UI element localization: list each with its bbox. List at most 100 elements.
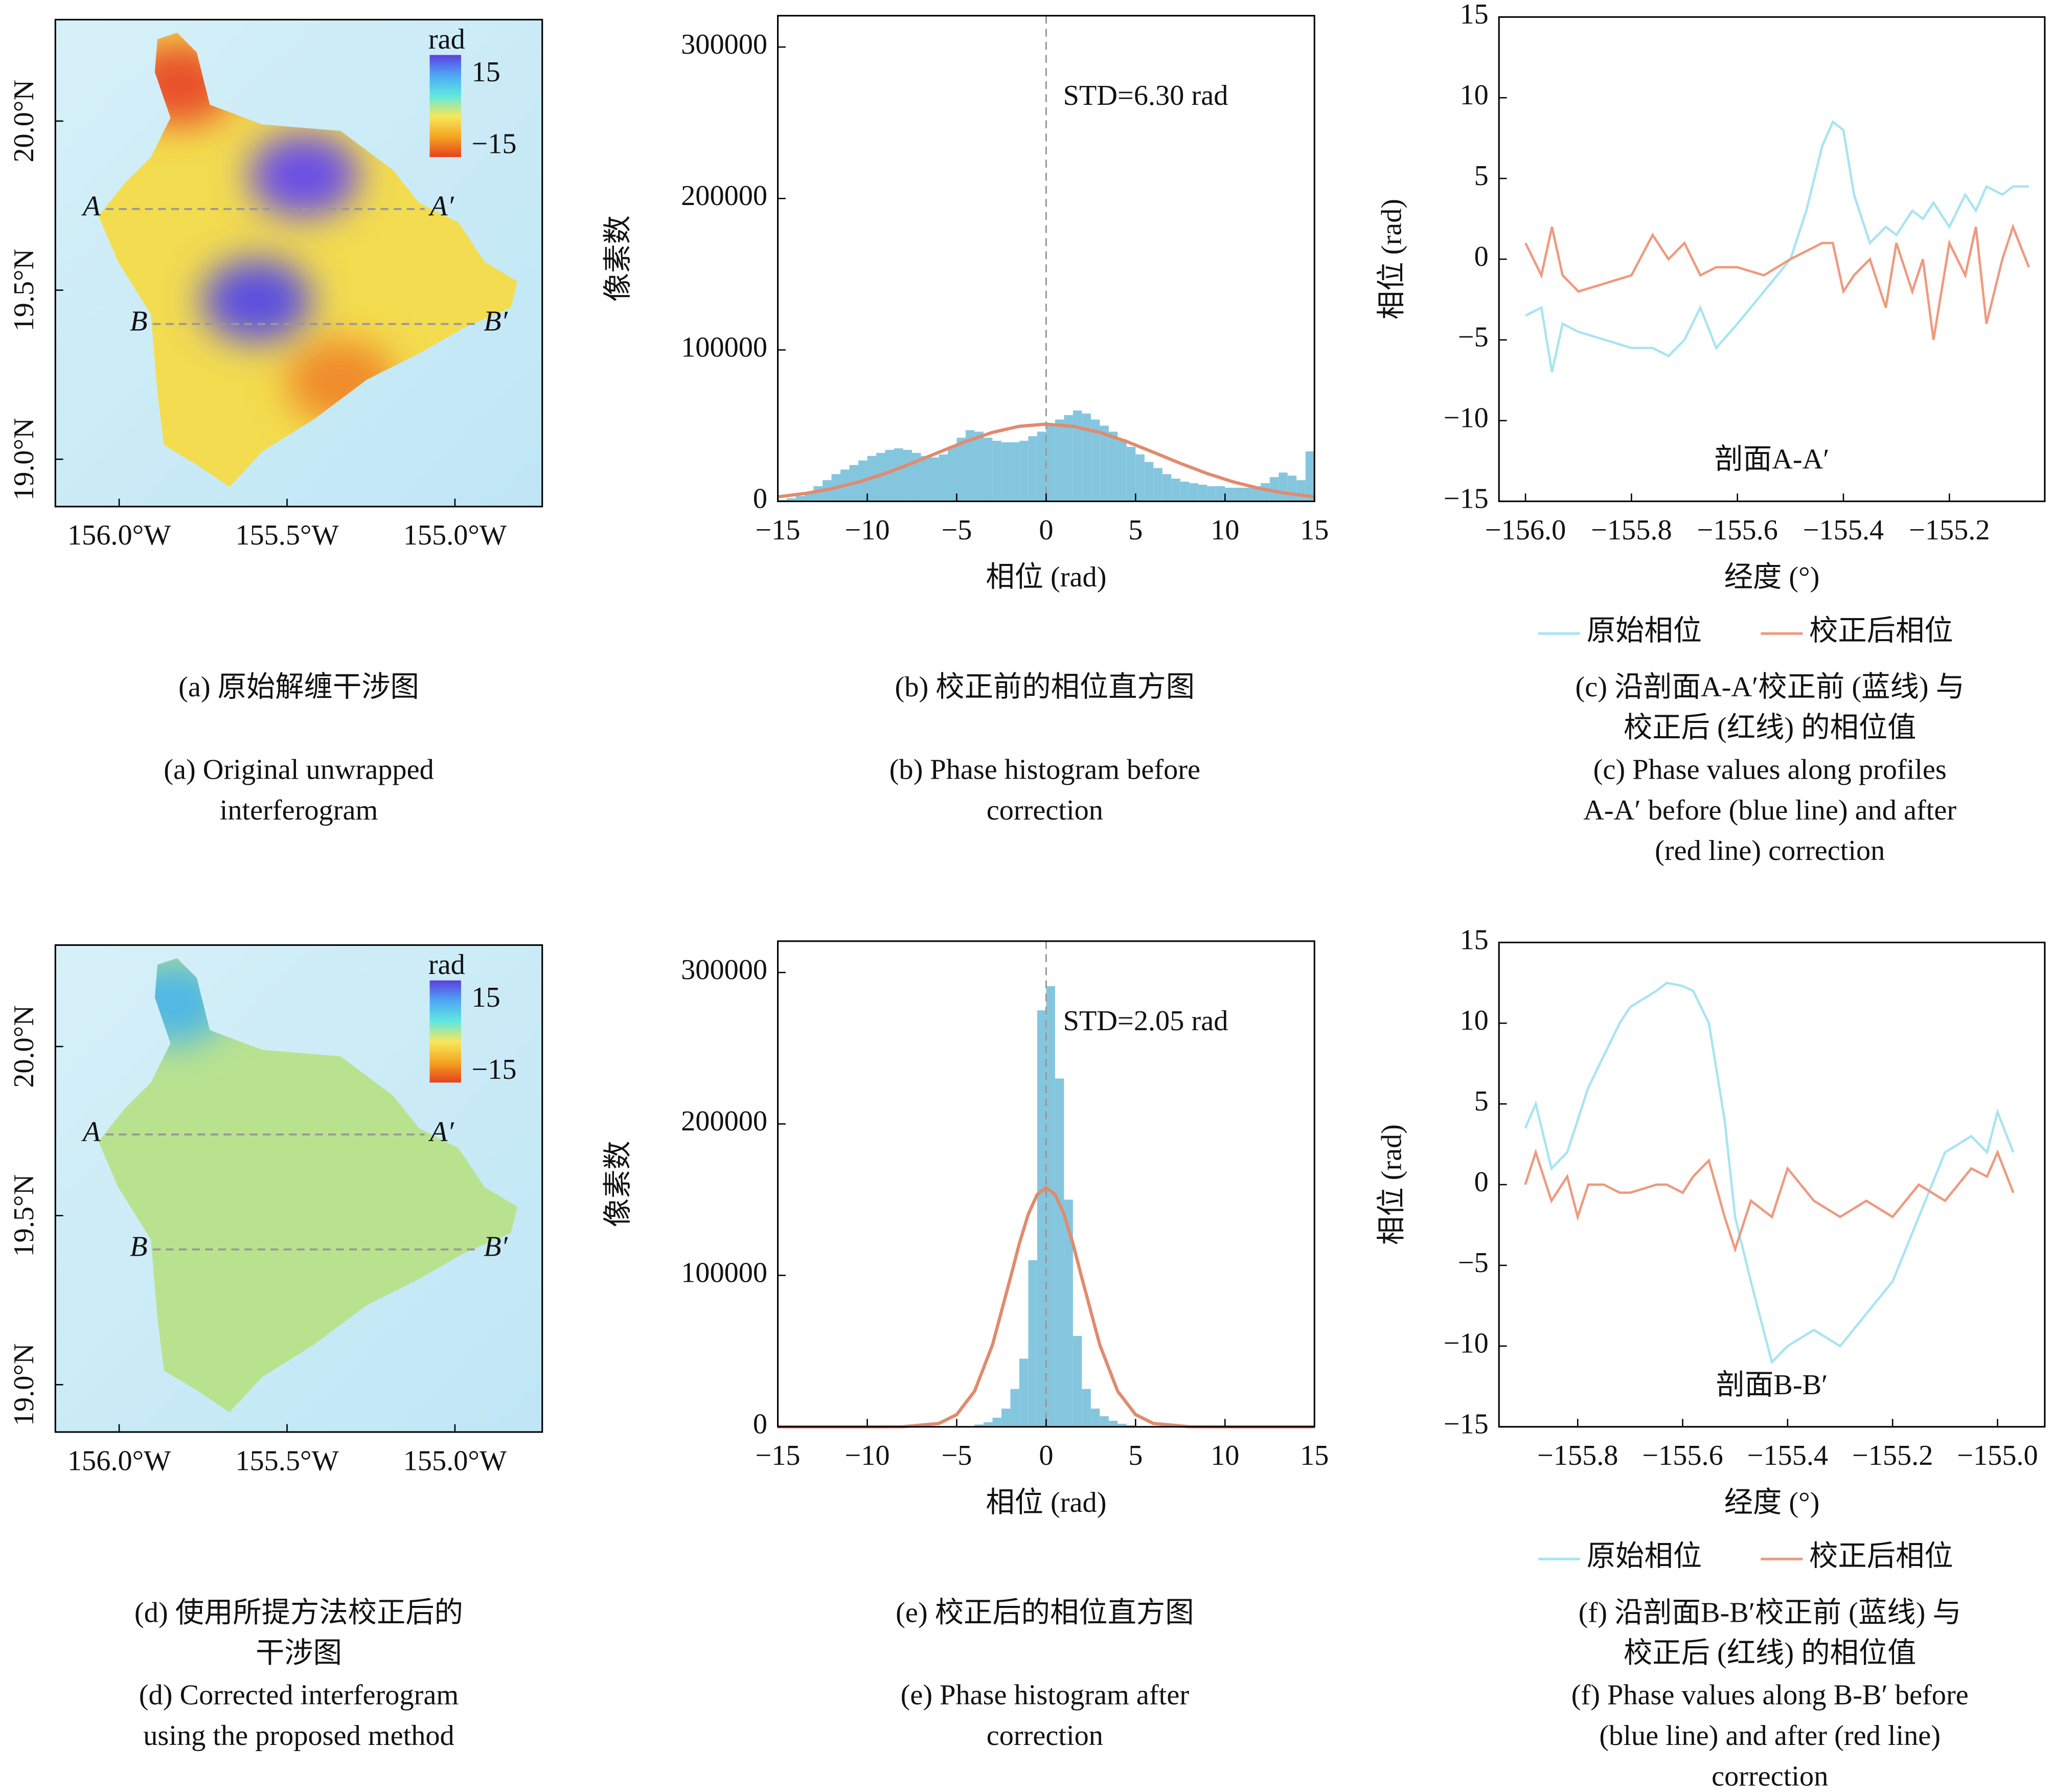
histogram-bar	[1100, 1416, 1109, 1427]
x-tick-label: 15	[1300, 1440, 1329, 1471]
histogram-bar	[787, 498, 796, 502]
histogram-bar	[1082, 413, 1091, 502]
histogram-bar	[1198, 485, 1207, 502]
x-tick-label: −10	[845, 1440, 889, 1471]
histogram-bar	[1046, 425, 1055, 502]
histogram-bar	[795, 496, 805, 502]
x-tick-label: −155.2	[1852, 1440, 1933, 1471]
x-axis-title: 相位 (rad)	[986, 561, 1106, 593]
histogram-bar	[1126, 446, 1136, 502]
histogram-bar	[1090, 1409, 1100, 1427]
y-tick-label: 200000	[681, 180, 767, 212]
x-axis-title: 相位 (rad)	[986, 1487, 1106, 1518]
y-tick-label: 19.5°N	[8, 1174, 40, 1257]
histogram-bar	[1287, 475, 1297, 502]
y-tick-label: −10	[1444, 1328, 1489, 1359]
histogram-bar	[1234, 487, 1243, 502]
histogram-bar	[813, 486, 823, 502]
map-area	[55, 945, 542, 1432]
colorbar-tick-label: −15	[471, 128, 516, 160]
x-axis-title: 经度 (°)	[1724, 1487, 1820, 1518]
legend-label: 原始相位	[1587, 615, 1702, 647]
y-tick-label: 20.0°N	[8, 80, 40, 163]
histogram-bar	[1269, 477, 1279, 502]
x-tick-label: −156.0	[1485, 514, 1566, 546]
x-tick-label: 0	[1039, 1440, 1053, 1471]
x-tick-label: −155.6	[1697, 514, 1777, 546]
annotation: 剖面B-B′	[1716, 1369, 1828, 1401]
x-axis-title: 经度 (°)	[1724, 561, 1820, 593]
histogram-bar	[1279, 472, 1288, 502]
histogram-bar	[939, 454, 948, 502]
x-tick-label: −155.8	[1591, 514, 1672, 546]
y-tick-label: 300000	[681, 29, 767, 60]
caption-en: (b) Phase histogram before	[889, 754, 1200, 785]
x-tick-label: −5	[941, 514, 972, 546]
histogram-bar	[1108, 432, 1118, 502]
legend-label: 校正后相位	[1809, 1540, 1953, 1572]
histogram-bar	[1117, 439, 1127, 502]
island	[98, 33, 518, 487]
x-tick-label: 5	[1128, 514, 1143, 546]
histogram-bar	[965, 430, 975, 502]
histogram-bar	[1180, 482, 1190, 502]
histogram-bar	[1296, 480, 1306, 502]
colorbar-label: rad	[428, 949, 465, 981]
map-feature	[201, 258, 312, 343]
y-tick-label: 0	[753, 483, 767, 515]
x-tick-label: 5	[1128, 1440, 1143, 1471]
histogram-bar	[974, 1424, 984, 1427]
x-tick-label: 155.0°W	[403, 519, 507, 551]
histogram-bar	[903, 449, 912, 502]
y-tick-label: 19.0°N	[8, 1343, 40, 1426]
profile-end-label: B′	[484, 306, 508, 337]
histogram-bar	[894, 448, 903, 502]
caption-en: (e) Phase histogram after	[901, 1680, 1190, 1711]
histogram-bar	[1064, 415, 1073, 502]
y-tick-label: 100000	[681, 331, 767, 363]
histogram-bar	[1073, 1335, 1082, 1427]
histogram-bar	[1117, 1423, 1127, 1427]
profile-end-label: B′	[484, 1231, 508, 1263]
y-axis-title: 相位 (rad)	[1376, 199, 1407, 320]
y-tick-label: −15	[1444, 1409, 1489, 1440]
annotation: 剖面A-A′	[1715, 444, 1830, 475]
x-tick-label: −155.4	[1747, 1440, 1828, 1471]
caption-zh: (a) 原始解缠干涉图	[178, 671, 419, 703]
histogram-bar	[1037, 432, 1046, 502]
colorbar-tick-label: 15	[471, 982, 500, 1013]
plot-frame	[777, 15, 1315, 503]
x-tick-label: −155.2	[1909, 514, 1990, 546]
caption-zh: 干涉图	[256, 1638, 342, 1669]
plot-frame	[1498, 16, 2046, 503]
histogram-bar	[1001, 442, 1011, 502]
y-tick-label: 20.0°N	[8, 1005, 40, 1088]
y-tick-label: 10	[1459, 1005, 1488, 1036]
x-tick-label: 155.5°W	[235, 1445, 339, 1477]
legend-label: 校正后相位	[1809, 615, 1953, 647]
caption-en: correction	[987, 795, 1103, 826]
histogram-bar	[1153, 468, 1162, 502]
colorbar-label: rad	[428, 24, 465, 55]
caption-zh: (c) 沿剖面A-A′校正前 (蓝线) 与	[1575, 671, 1964, 703]
x-tick-label: −155.4	[1803, 514, 1884, 546]
histogram-bar	[1251, 486, 1261, 502]
histogram-bar	[1019, 441, 1029, 502]
histogram-bar	[974, 432, 984, 502]
histogram-bar	[885, 449, 894, 502]
y-axis-title: 像素数	[602, 1141, 634, 1227]
caption-zh: (f) 沿剖面B-B′校正前 (蓝线) 与	[1579, 1597, 1961, 1628]
caption-en: (red line) correction	[1655, 835, 1885, 867]
x-tick-label: −15	[756, 514, 801, 546]
x-tick-label: 155.5°W	[235, 519, 339, 551]
colorbar	[429, 55, 461, 157]
annotation: STD=6.30 rad	[1063, 80, 1228, 111]
histogram-bar	[1010, 442, 1019, 502]
x-tick-label: 10	[1211, 1440, 1239, 1471]
y-tick-label: −10	[1444, 402, 1489, 434]
histogram-bar	[992, 1417, 1001, 1427]
x-tick-label: −15	[756, 1440, 801, 1471]
histogram-bar	[1100, 425, 1109, 502]
caption-zh: (b) 校正前的相位直方图	[895, 671, 1195, 703]
